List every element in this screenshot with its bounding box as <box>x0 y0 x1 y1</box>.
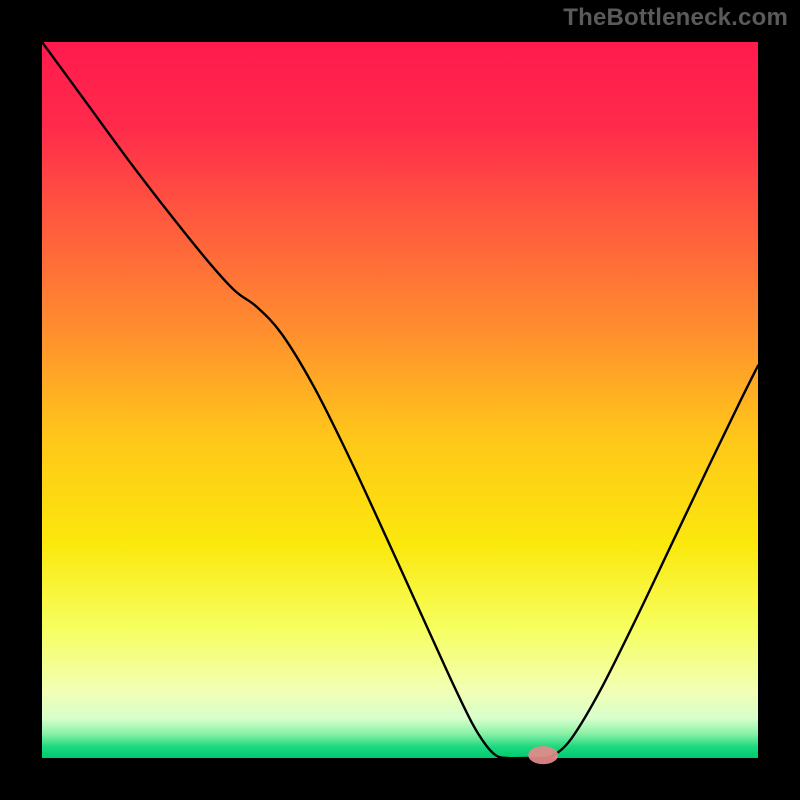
chart-frame: TheBottleneck.com <box>0 0 800 800</box>
chart-svg <box>0 0 800 800</box>
gradient-background <box>42 42 758 758</box>
watermark-text: TheBottleneck.com <box>563 4 788 32</box>
optimal-marker <box>528 746 558 764</box>
